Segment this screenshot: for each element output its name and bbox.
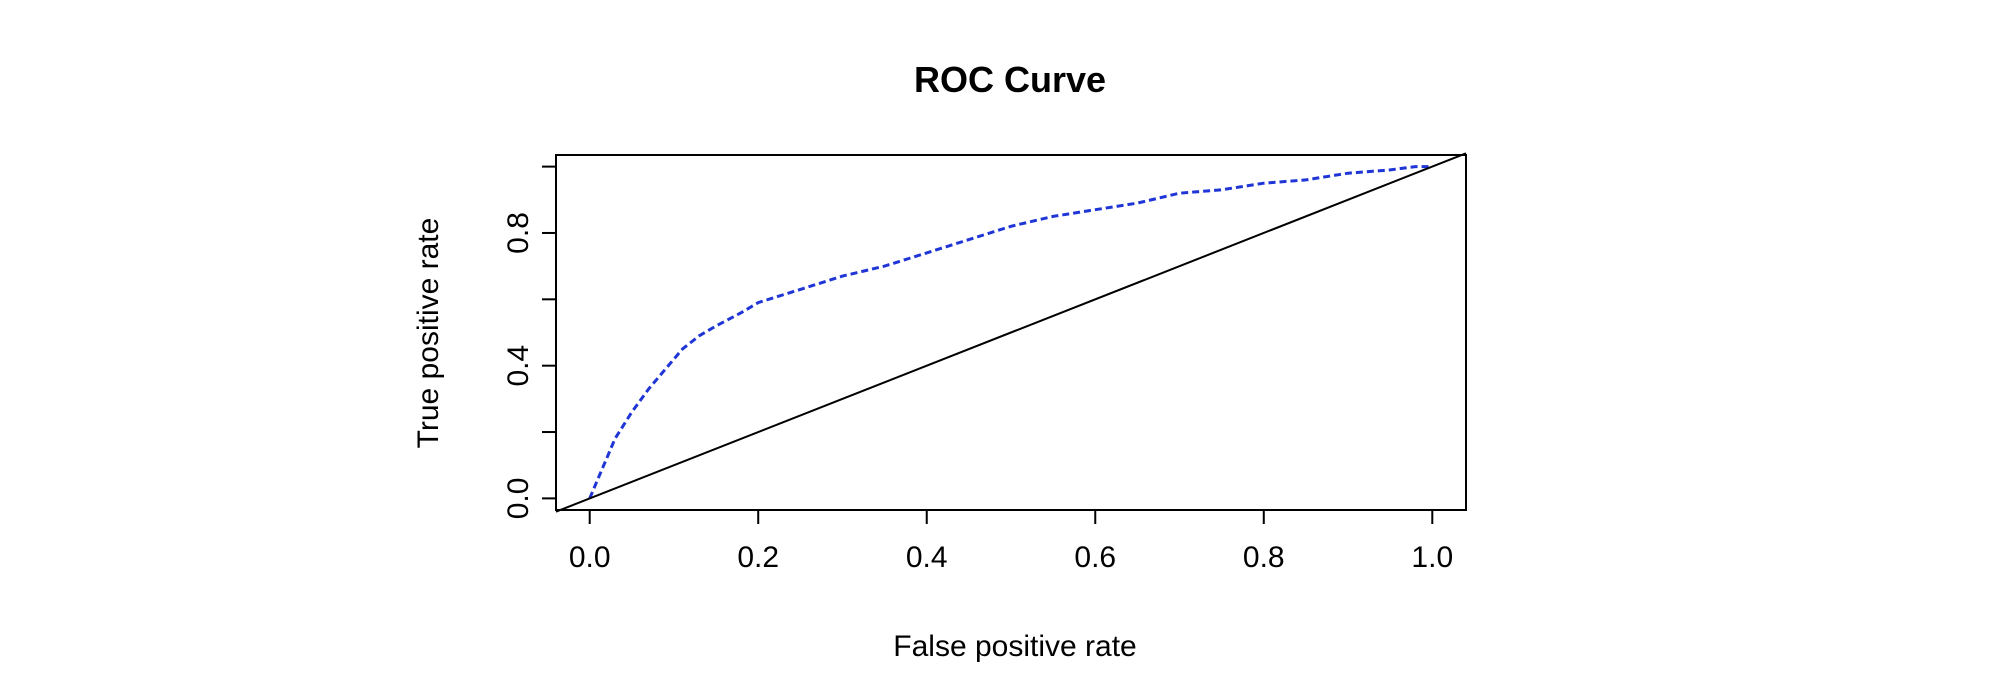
plot-area: 0.0 0.2 0.4 0.6 0.8 1.0 0.0 0.4 0.8 <box>502 152 1467 574</box>
y-tick-label: 0.0 <box>502 478 535 520</box>
y-tick-label: 0.4 <box>502 345 535 387</box>
x-tick-label: 0.2 <box>737 541 779 574</box>
x-tick-label: 0.4 <box>906 541 948 574</box>
y-axis-label: True positive rate <box>412 218 445 449</box>
diagonal-reference-line <box>555 152 1467 513</box>
roc-curve-line <box>588 165 1433 499</box>
x-tick-label: 1.0 <box>1411 541 1453 574</box>
chart-title: ROC Curve <box>914 59 1106 100</box>
y-tick-label: 0.8 <box>502 212 535 254</box>
x-tick-label: 0.0 <box>569 541 611 574</box>
x-tick-label: 0.8 <box>1243 541 1285 574</box>
x-tick-label: 0.6 <box>1074 541 1116 574</box>
x-axis-label: False positive rate <box>893 630 1136 663</box>
